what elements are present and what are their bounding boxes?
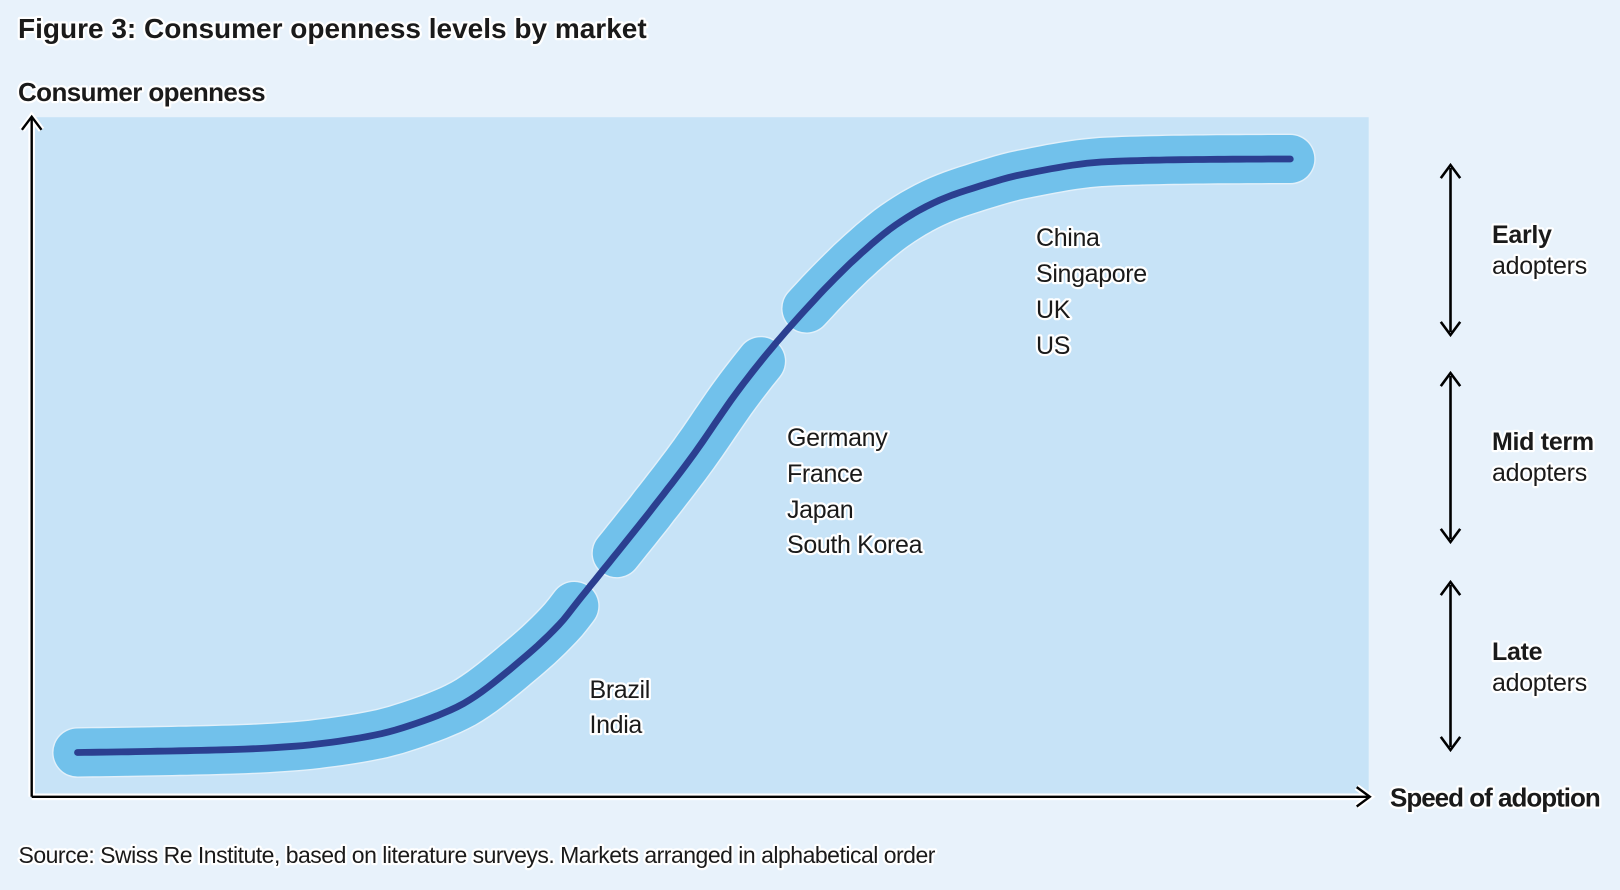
svg-text:Japan: Japan [787, 496, 853, 524]
svg-text:UK: UK [1036, 296, 1071, 324]
svg-text:Mid term: Mid term [1492, 428, 1594, 456]
svg-text:Germany: Germany [787, 424, 888, 452]
svg-text:adopters: adopters [1492, 669, 1587, 697]
svg-text:China: China [1036, 224, 1100, 252]
svg-text:Early: Early [1492, 221, 1552, 249]
svg-text:Singapore: Singapore [1036, 260, 1147, 288]
svg-text:Source: Swiss Re Institute, ba: Source: Swiss Re Institute, based on lit… [19, 842, 936, 868]
svg-text:Brazil: Brazil [590, 676, 650, 704]
svg-text:adopters: adopters [1492, 459, 1587, 487]
svg-text:Speed of adoption: Speed of adoption [1390, 783, 1600, 813]
svg-text:France: France [787, 460, 863, 488]
svg-text:India: India [590, 711, 643, 739]
svg-text:US: US [1036, 332, 1070, 360]
svg-text:Consumer openness: Consumer openness [18, 77, 265, 107]
svg-text:Figure 3: Consumer openness le: Figure 3: Consumer openness levels by ma… [18, 13, 647, 44]
svg-text:adopters: adopters [1492, 252, 1587, 280]
svg-text:Late: Late [1492, 638, 1543, 666]
svg-text:South Korea: South Korea [787, 531, 923, 559]
